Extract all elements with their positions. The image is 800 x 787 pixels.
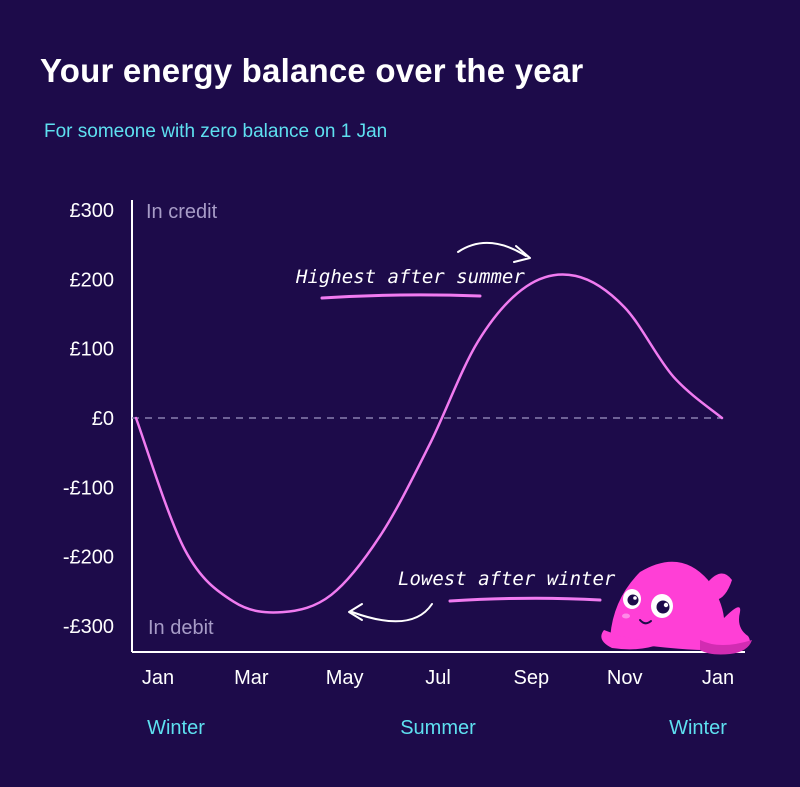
x-tick-label: Jan bbox=[142, 667, 174, 689]
curved-arrow-icon bbox=[457, 241, 527, 257]
y-tick-label: £100 bbox=[70, 339, 115, 361]
y-tick-label: £200 bbox=[70, 269, 115, 291]
x-tick-label: Jan bbox=[702, 667, 734, 689]
curved-arrow-icon bbox=[351, 603, 433, 623]
x-tick-label: May bbox=[326, 667, 364, 689]
season-label: Summer bbox=[400, 717, 476, 739]
season-label: Winter bbox=[669, 717, 727, 739]
x-tick-label: Sep bbox=[514, 667, 550, 689]
x-tick-label: Jul bbox=[425, 667, 451, 689]
chart-subtitle: For someone with zero balance on 1 Jan bbox=[44, 121, 388, 142]
octopus-mascot-icon bbox=[601, 561, 752, 655]
arrow-head-icon bbox=[513, 245, 531, 263]
annotation-underline bbox=[448, 596, 602, 603]
annotation-underline bbox=[320, 293, 482, 300]
annotation-highest: Highest after summer bbox=[295, 266, 525, 288]
chart-title: Your energy balance over the year bbox=[40, 52, 584, 89]
x-tick-label: Mar bbox=[234, 667, 269, 689]
y-tick-label: £300 bbox=[70, 200, 115, 222]
region-label-debit: In debit bbox=[148, 617, 214, 639]
y-tick-label: £0 bbox=[92, 408, 114, 430]
y-tick-label: -£100 bbox=[63, 477, 114, 499]
season-label: Winter bbox=[147, 717, 205, 739]
x-tick-label: Nov bbox=[607, 667, 643, 689]
balance-line bbox=[134, 273, 724, 614]
region-label-credit: In credit bbox=[146, 201, 218, 223]
annotation-lowest: Lowest after winter bbox=[398, 568, 616, 590]
y-tick-label: -£200 bbox=[63, 547, 114, 569]
y-tick-label: -£300 bbox=[63, 616, 114, 638]
arrow-head-icon bbox=[348, 603, 363, 621]
